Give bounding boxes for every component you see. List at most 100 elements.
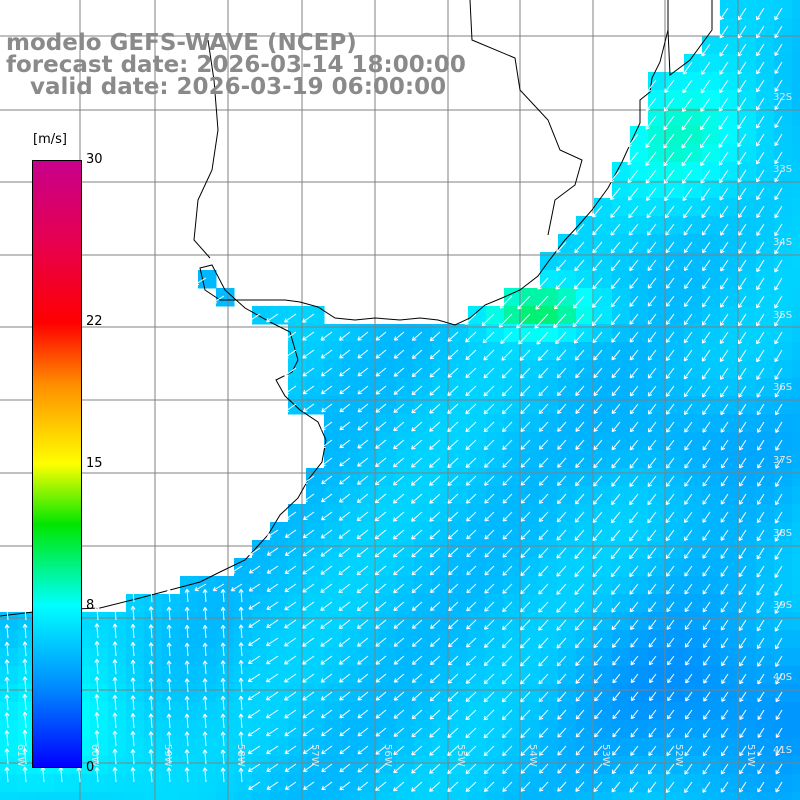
wind-cell	[630, 450, 649, 469]
wind-cell	[630, 126, 649, 145]
wind-arrow	[502, 727, 513, 739]
wind-arrow	[665, 547, 675, 559]
wind-cell	[486, 594, 505, 613]
wind-cell	[774, 126, 793, 145]
wind-arrow	[756, 295, 765, 309]
wind-arrow	[629, 385, 639, 397]
wind-cell	[234, 594, 253, 613]
wind-cell	[522, 576, 541, 595]
wind-arrow	[737, 79, 747, 93]
wind-arrow	[465, 745, 477, 757]
wind-cell	[270, 594, 289, 613]
wind-arrow	[357, 421, 369, 431]
wind-cell	[594, 378, 613, 397]
wind-arrow	[266, 637, 279, 647]
wind-arrow	[520, 421, 531, 432]
wind-arrow	[357, 349, 369, 359]
wind-arrow	[248, 781, 261, 790]
wind-cell	[594, 684, 613, 703]
wind-cell	[234, 612, 253, 631]
wind-cell	[270, 558, 289, 577]
wind-cell	[324, 702, 343, 721]
wind-arrow	[484, 619, 495, 630]
wind-arrow	[429, 349, 441, 360]
wind-cell	[558, 702, 577, 721]
wind-arrow	[520, 601, 531, 613]
wind-arrow	[720, 619, 729, 631]
wind-cell	[306, 576, 325, 595]
wind-arrow	[266, 601, 279, 610]
wind-cell	[576, 450, 595, 469]
wind-arrow	[447, 709, 459, 720]
wind-arrow	[94, 712, 100, 729]
wind-cell	[432, 450, 451, 469]
wind-cell	[180, 666, 199, 685]
wind-arrow	[664, 205, 675, 219]
wind-cell	[522, 414, 541, 433]
wind-cell	[684, 162, 703, 181]
wind-arrow	[284, 547, 297, 556]
wind-cell	[414, 396, 433, 415]
wind-cell	[306, 378, 325, 397]
wind-cell	[36, 792, 55, 800]
wind-arrow	[238, 713, 244, 729]
wind-cell	[792, 684, 800, 703]
wind-cell	[558, 432, 577, 451]
wind-arrow	[756, 385, 765, 398]
wind-cell	[702, 72, 721, 91]
wind-arrow	[756, 313, 765, 327]
wind-cell	[162, 630, 181, 649]
wind-cell	[468, 576, 487, 595]
wind-cell	[504, 324, 523, 343]
wind-cell	[324, 558, 343, 577]
wind-arrow	[502, 421, 513, 433]
wind-arrow	[238, 624, 244, 639]
wind-cell	[774, 648, 793, 667]
wind-cell	[576, 612, 595, 631]
wind-arrow	[320, 349, 333, 359]
wind-arrow	[665, 781, 675, 793]
wind-arrow	[702, 511, 711, 523]
wind-arrow	[774, 601, 783, 614]
wind-arrow	[739, 727, 747, 739]
wind-arrow	[774, 187, 783, 201]
wind-cell	[702, 522, 721, 541]
wind-cell	[18, 612, 37, 631]
wind-cell	[396, 396, 415, 415]
wind-cell	[342, 342, 361, 361]
wind-arrow	[393, 421, 405, 432]
wind-cell	[630, 180, 649, 199]
wind-cell	[414, 378, 433, 397]
wind-arrow	[339, 385, 351, 395]
wind-arrow	[411, 331, 423, 341]
wind-arrow	[665, 277, 675, 289]
wind-cell	[414, 666, 433, 685]
wind-cell	[234, 738, 253, 757]
wind-cell	[90, 702, 109, 721]
wind-arrow	[611, 763, 621, 775]
wind-cell	[396, 360, 415, 379]
wind-arrow	[663, 97, 675, 112]
wind-arrow	[321, 727, 333, 737]
wind-cell	[666, 396, 685, 415]
wind-arrow	[220, 678, 226, 693]
wind-cell	[234, 684, 253, 703]
wind-cell	[324, 684, 343, 703]
wind-arrow	[593, 385, 603, 397]
wind-cell	[216, 738, 235, 757]
wind-cell	[558, 558, 577, 577]
wind-arrow	[629, 313, 639, 325]
wind-arrow	[756, 511, 765, 524]
wind-cell	[144, 720, 163, 739]
wind-arrow	[683, 313, 693, 326]
wind-cell	[792, 90, 800, 109]
wind-cell	[540, 522, 559, 541]
wind-arrow	[739, 781, 747, 793]
wind-arrow	[501, 691, 513, 703]
wind-arrow	[502, 781, 513, 792]
wind-cell	[486, 414, 505, 433]
wind-arrow	[112, 694, 118, 711]
wind-cell	[558, 360, 577, 379]
wind-cell	[792, 702, 800, 721]
wind-cell	[468, 360, 487, 379]
